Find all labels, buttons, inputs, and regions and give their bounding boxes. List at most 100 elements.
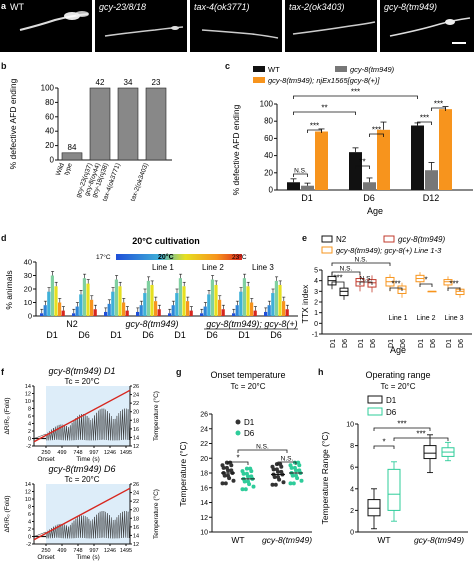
y-tick-label-right: 12: [133, 444, 139, 450]
data-point: [297, 468, 302, 473]
age-label: D1: [418, 339, 425, 348]
sig-d6-b-label: ***: [372, 126, 381, 135]
y-tick-label: 20: [264, 168, 273, 177]
histogram-bar: [278, 284, 282, 316]
histogram-bar: [242, 278, 246, 316]
bar: [439, 109, 452, 190]
y-tick-label: 10: [25, 497, 31, 503]
legend-entry: gcy-8(tm949): [398, 235, 445, 244]
sig-gcy8-bracket: [359, 281, 373, 285]
data-point: [276, 475, 280, 480]
line-label: Line 3: [444, 315, 463, 322]
histogram-bar: [189, 310, 193, 316]
sig-d6-a-bracket: [355, 165, 370, 169]
y-tick-label: 0: [28, 535, 31, 541]
histogram-bar: [285, 309, 289, 316]
sig-gcy8-label: N.S.: [281, 456, 294, 463]
y-tick-label: 0: [269, 186, 274, 195]
histogram-bar: [107, 303, 111, 316]
y-tick-label: 80: [45, 98, 54, 107]
histogram-bar: [58, 302, 62, 316]
micrograph-wt: WT: [0, 0, 92, 52]
data-point: [278, 462, 283, 467]
y-tick-label: 10: [200, 530, 208, 537]
y-tick-label: 26: [200, 412, 208, 419]
y-tick-label-right: 22: [133, 401, 139, 407]
histogram-bar: [114, 279, 118, 316]
y-tick-label-right: 24: [133, 491, 139, 497]
neuron-image: [104, 26, 184, 37]
data-point: [226, 473, 230, 478]
bar: [411, 125, 424, 190]
histogram-bar: [271, 293, 275, 316]
y-tick-label: 16: [200, 485, 208, 492]
panel-g: g Onset temperature Tc = 20°C 10 12 14 16 18 20…: [176, 366, 316, 563]
histogram-bar: [139, 305, 143, 316]
micrograph-label: tax-4(ok3771): [194, 2, 250, 12]
x-tick-label: 250: [41, 450, 50, 456]
age-label: D1: [174, 330, 186, 340]
sig-n2-line1-bracket: [331, 262, 391, 266]
y-tick-label: 5: [314, 268, 318, 275]
box: [387, 468, 401, 511]
y-tick-label: -2: [26, 542, 31, 548]
age-label: D6: [458, 339, 465, 348]
histogram-bar: [61, 310, 65, 316]
legend-swatch: [335, 66, 347, 72]
sig-wt-bracket: [227, 461, 249, 465]
data-point: [292, 465, 297, 470]
onset-label: Onset: [37, 554, 55, 561]
panel-b: b 0 20 40 60 80 100 % defective AFD ending 84 Wi…: [0, 60, 218, 220]
data-point: [270, 482, 275, 487]
y-tick-label: 6: [350, 465, 354, 472]
y-tick-label: 10: [346, 422, 354, 429]
panel-e: e -1 0 1 2 3 4 5 TTX index N2 gcy-8(tm949) gcy-8(t…: [300, 232, 474, 356]
legend-entry: D6: [244, 429, 255, 438]
sig-n2-bracket: [331, 281, 345, 285]
sig-d12-b-label: ***: [434, 100, 443, 109]
group-label: gcy-8(tm949): [125, 319, 178, 329]
y-tick-label-right: 26: [133, 482, 139, 488]
histogram-bar: [43, 305, 47, 316]
y-tick-label: 100: [260, 100, 274, 109]
sig-line2-label: *: [424, 276, 427, 285]
legend-marker: [235, 419, 241, 425]
micrograph-tax-2: tax-2(ok3403): [285, 0, 377, 52]
histogram-bar: [267, 305, 271, 316]
trace-subtitle: Tc = 20°C: [65, 377, 100, 386]
x-axis-label: Age: [367, 206, 383, 216]
histogram-bar: [50, 275, 54, 316]
data-point: [291, 481, 296, 486]
y-axis-label: ΔR/R₀ (Fold): [4, 397, 11, 434]
age-label: D6: [78, 330, 90, 340]
histogram-bar: [207, 294, 211, 316]
legend-entry: D1: [386, 396, 397, 405]
age-label: D1: [110, 330, 122, 340]
legend-swatch: [367, 395, 383, 404]
histogram-bar: [175, 293, 179, 316]
y-tick-label-right: 18: [133, 418, 139, 424]
data-point: [244, 466, 249, 471]
data-point: [251, 484, 256, 489]
trace-title: gcy-8(tm949) D6: [48, 464, 115, 474]
histogram-bar: [143, 293, 147, 316]
y-tick-label: 24: [200, 426, 208, 433]
histogram-bar: [54, 286, 58, 316]
category-label: Wild: [55, 162, 66, 177]
histogram-bar: [122, 302, 126, 316]
sig-ns-d1-bracket: [293, 173, 308, 177]
group-label: gcy-8(tm949); gcy-8(+): [206, 319, 297, 329]
x-axis-label: Time (s): [76, 554, 100, 561]
sig-line1-bracket: [389, 287, 403, 291]
category-label: WT: [231, 535, 244, 545]
sig-line2-bracket: [419, 283, 433, 287]
data-point: [224, 465, 229, 470]
histogram-bar: [246, 286, 250, 316]
histogram-bar: [203, 306, 207, 316]
sig-n2-label: ***: [333, 274, 342, 283]
y-tick-label: 8: [28, 407, 31, 413]
sig-n2-line1-label: N.S.: [355, 257, 368, 264]
sig-gcy8-bracket: [277, 461, 297, 465]
y-tick-label-right: 20: [133, 410, 139, 416]
category-label: WT: [377, 535, 390, 545]
